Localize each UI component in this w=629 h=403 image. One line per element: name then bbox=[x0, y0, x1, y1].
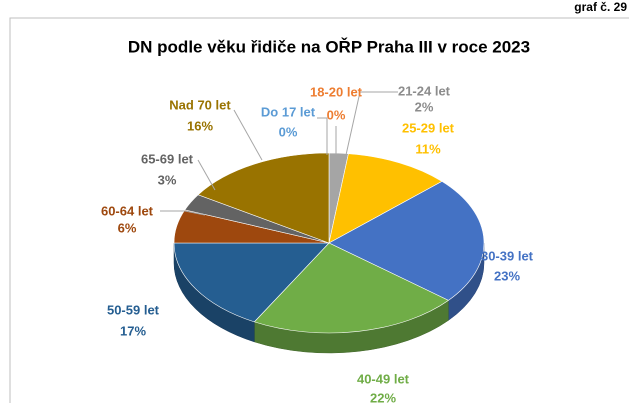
data-label-value: 16% bbox=[187, 118, 213, 133]
slice bbox=[328, 153, 443, 244]
data-label-value: 23% bbox=[494, 268, 520, 283]
leader-line bbox=[233, 109, 263, 161]
data-label-value: 0% bbox=[327, 107, 346, 122]
chart-title: DN podle věku řidiče na OŘP Praha III v … bbox=[128, 37, 530, 56]
data-label-name: 18-20 let bbox=[310, 84, 363, 99]
slice bbox=[197, 152, 330, 244]
data-label-name: 30-39 let bbox=[481, 248, 534, 263]
leader-line bbox=[197, 159, 216, 191]
slice-top bbox=[173, 242, 330, 323]
data-label-value: 2% bbox=[415, 99, 434, 114]
slice-top bbox=[253, 242, 450, 334]
data-label-name: 65-69 let bbox=[141, 151, 194, 166]
slice-top bbox=[197, 152, 330, 244]
data-label-name: Do 17 let bbox=[261, 104, 316, 119]
data-label-value: 22% bbox=[370, 390, 396, 403]
data-label-name: 50-59 let bbox=[107, 302, 160, 317]
data-label-value: 0% bbox=[279, 124, 298, 139]
leader-line bbox=[345, 91, 398, 156]
slice bbox=[173, 242, 330, 343]
data-label-value: 3% bbox=[158, 172, 177, 187]
chart-note: graf č. 29 bbox=[574, 0, 627, 14]
data-label-value: 17% bbox=[120, 323, 146, 338]
data-label-name: 25-29 let bbox=[402, 120, 455, 135]
leader-line bbox=[160, 210, 206, 216]
data-label-name: 60-64 let bbox=[101, 203, 154, 218]
data-label-value: 11% bbox=[415, 141, 441, 156]
data-label-value: 6% bbox=[118, 220, 137, 235]
slice-top bbox=[328, 153, 443, 244]
data-label-name: 40-49 let bbox=[357, 371, 410, 386]
frame bbox=[9, 17, 629, 403]
data-label-name: 21-24 let bbox=[398, 83, 451, 98]
leader-line bbox=[317, 117, 328, 155]
slice-top bbox=[328, 181, 485, 301]
data-label-name: Nad 70 let bbox=[169, 97, 231, 112]
